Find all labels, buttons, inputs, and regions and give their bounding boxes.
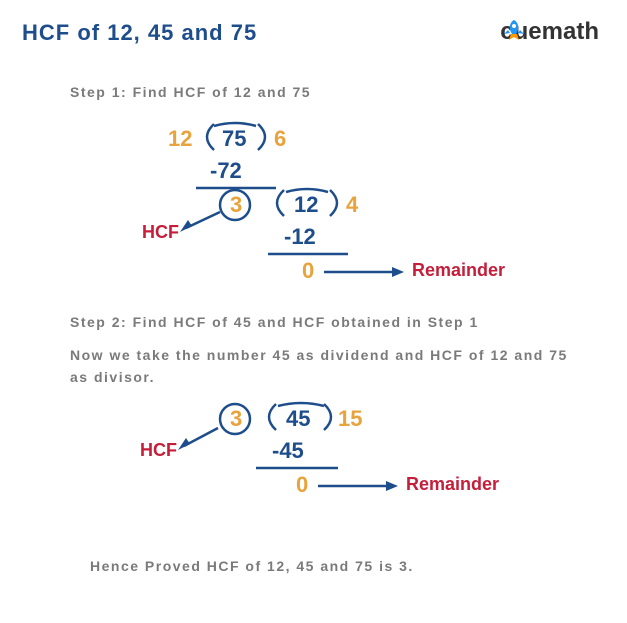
s2-hcf-arrow [178,426,222,452]
rocket-icon [500,18,528,46]
s2-circle-hcf [218,402,252,436]
s2-bracket-right [320,402,342,432]
step1-label: Step 1: Find HCF of 12 and 75 [70,84,311,100]
s2-sub1: -45 [272,438,304,464]
s1-divisor1: 12 [168,126,192,152]
step1-division: 12 75 6 -72 3 12 4 HCF -12 0 Remainder [0,118,627,298]
s1-dividend2: 12 [294,192,318,218]
s1-hcf-label: HCF [142,222,179,243]
step2-division: 3 45 15 HCF -45 0 Remainder [0,398,627,538]
s2-dividend1: 45 [286,406,310,432]
conclusion: Hence Proved HCF of 12, 45 and 75 is 3. [90,558,414,574]
step2-label: Step 2: Find HCF of 45 and HCF obtained … [70,314,479,330]
logo-brand-2: math [542,18,599,45]
s1-hcf-arrow [180,210,224,234]
s1-bracket1-right [254,122,276,152]
page-title: HCF of 12, 45 and 75 [22,20,257,46]
s2-hcf-label: HCF [140,440,177,461]
s1-bracket2-right [326,188,348,218]
s1-rem-label: Remainder [412,260,505,281]
s1-line2 [268,252,348,256]
s2-line1 [256,466,338,470]
brand-logo: cuemath [500,18,599,46]
s1-overbar2 [284,186,330,194]
s2-rem: 0 [296,472,308,498]
s1-rem-arrow [324,266,404,278]
s1-overbar1 [212,120,258,128]
s2-rem-label: Remainder [406,474,499,495]
s2-rem-arrow [318,480,398,492]
step2-note: Now we take the number 45 as dividend an… [70,344,570,389]
s1-dividend1: 75 [222,126,246,152]
s2-overbar [276,400,326,408]
s1-sub1: -72 [210,158,242,184]
s1-rem: 0 [302,258,314,284]
s1-sub2: -12 [284,224,316,250]
